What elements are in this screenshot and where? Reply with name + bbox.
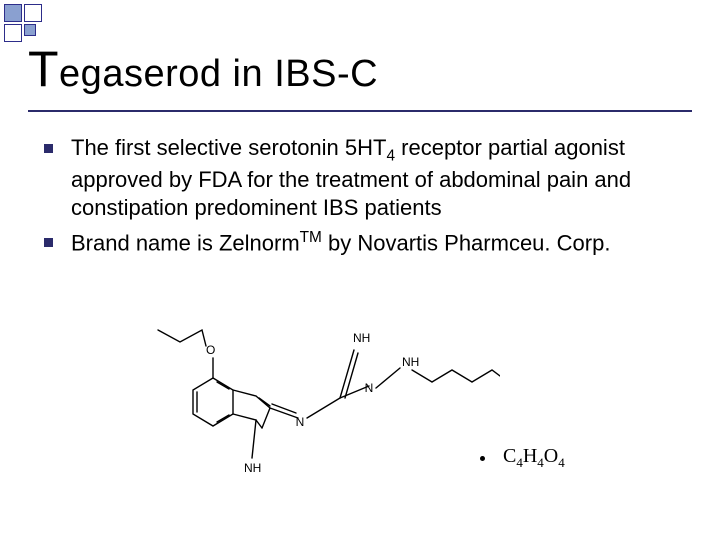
superscript: TM [300,229,322,246]
dot-bullet-icon [480,456,485,461]
atom-label: O [206,343,215,357]
title-underline [28,110,692,112]
chemical-structure: O NH NH N N NH [140,320,500,505]
atom-label: NH [353,331,370,345]
subscript: 4 [386,147,395,164]
atom-label: NH [244,461,261,475]
square-bullet-icon [44,238,53,247]
formula-bullet: C4H4O4 [480,445,565,471]
bullet-item: The first selective serotonin 5HT4 recep… [44,134,684,222]
formula-el: H [523,445,537,467]
formula-sub: 4 [558,455,565,470]
text-run: Brand name is Zelnorm [71,231,300,256]
square-bullet-icon [44,144,53,153]
formula-el: O [544,445,558,467]
bullet-text: Brand name is ZelnormTM by Novartis Phar… [71,228,610,257]
bullet-item: Brand name is ZelnormTM by Novartis Phar… [44,228,684,257]
body-text: The first selective serotonin 5HT4 recep… [44,134,684,264]
title-rest: egaserod in IBS-C [59,53,378,95]
text-run: The first selective serotonin 5HT [71,135,386,160]
atom-label: N [365,381,374,395]
formula-el: C [503,445,516,467]
text-run: by Novartis Pharmceu. Corp. [322,231,611,256]
bullet-text: The first selective serotonin 5HT4 recep… [71,134,684,222]
title-capital: T [28,41,59,97]
atom-label: NH [402,355,419,369]
slide-title: Tegaserod in IBS-C [28,40,688,98]
molecular-formula: C4H4O4 [503,445,565,471]
atom-label: N [296,415,305,429]
